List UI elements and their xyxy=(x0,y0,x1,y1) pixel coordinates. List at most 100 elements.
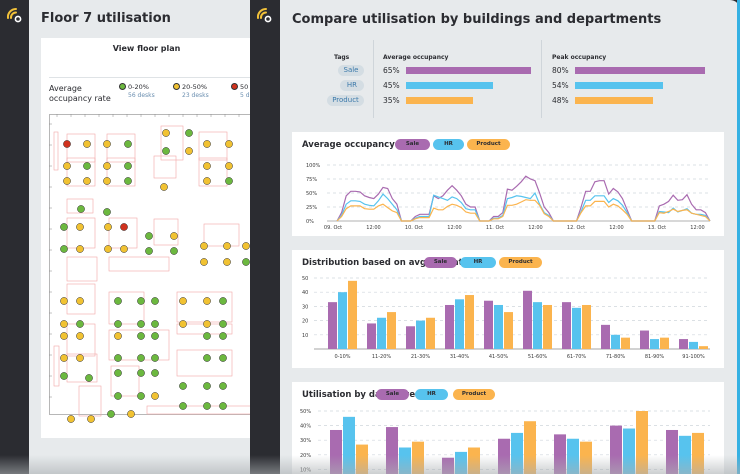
desk-occupancy-dot[interactable] xyxy=(170,232,178,240)
desk-occupancy-dot[interactable] xyxy=(120,245,128,253)
desk-occupancy-dot[interactable] xyxy=(151,332,159,340)
desk-occupancy-dot[interactable] xyxy=(114,332,122,340)
desk-occupancy-dot[interactable] xyxy=(63,177,71,185)
desk-occupancy-dot[interactable] xyxy=(76,354,84,362)
legend-sale[interactable]: Sale xyxy=(395,139,430,150)
desk-occupancy-dot[interactable] xyxy=(179,297,187,305)
desk-occupancy-dot[interactable] xyxy=(225,140,233,148)
desk-occupancy-dot[interactable] xyxy=(151,320,159,328)
desk-occupancy-dot[interactable] xyxy=(225,162,233,170)
desk-occupancy-dot[interactable] xyxy=(63,140,71,148)
desk-occupancy-dot[interactable] xyxy=(223,242,231,250)
desk-occupancy-dot[interactable] xyxy=(179,382,187,390)
desk-occupancy-dot[interactable] xyxy=(124,162,132,170)
desk-occupancy-dot[interactable] xyxy=(76,332,84,340)
desk-occupancy-dot[interactable] xyxy=(203,402,211,410)
desk-occupancy-dot[interactable] xyxy=(120,223,128,231)
desk-occupancy-dot[interactable] xyxy=(60,354,68,362)
desk-occupancy-dot[interactable] xyxy=(179,320,187,328)
wifi-signal-logo-icon[interactable] xyxy=(6,6,24,24)
desk-occupancy-dot[interactable] xyxy=(145,247,153,255)
desk-occupancy-dot[interactable] xyxy=(137,320,145,328)
view-floor-plan-link[interactable]: View floor plan xyxy=(112,44,181,53)
desk-occupancy-dot[interactable] xyxy=(103,140,111,148)
floor-plan-map[interactable] xyxy=(49,114,252,430)
desk-occupancy-dot[interactable] xyxy=(179,402,187,410)
desk-occupancy-dot[interactable] xyxy=(83,140,91,148)
desk-occupancy-dot[interactable] xyxy=(170,247,178,255)
desk-occupancy-dot[interactable] xyxy=(60,320,68,328)
desk-occupancy-dot[interactable] xyxy=(203,162,211,170)
tag-sale[interactable]: Sale xyxy=(338,65,364,76)
desk-occupancy-dot[interactable] xyxy=(114,297,122,305)
desk-occupancy-dot[interactable] xyxy=(60,332,68,340)
desk-occupancy-dot[interactable] xyxy=(137,392,145,400)
desk-occupancy-dot[interactable] xyxy=(145,232,153,240)
desk-occupancy-dot[interactable] xyxy=(151,297,159,305)
desk-occupancy-dot[interactable] xyxy=(203,382,211,390)
desk-occupancy-dot[interactable] xyxy=(103,162,111,170)
desk-occupancy-dot[interactable] xyxy=(85,374,93,382)
desk-occupancy-dot[interactable] xyxy=(185,147,193,155)
desk-occupancy-dot[interactable] xyxy=(83,177,91,185)
desk-occupancy-dot[interactable] xyxy=(114,320,122,328)
desk-occupancy-dot[interactable] xyxy=(83,162,91,170)
desk-occupancy-dot[interactable] xyxy=(107,410,115,418)
desk-occupancy-dot[interactable] xyxy=(104,223,112,231)
desk-occupancy-dot[interactable] xyxy=(185,129,193,137)
desk-occupancy-dot[interactable] xyxy=(60,297,68,305)
desk-occupancy-dot[interactable] xyxy=(225,177,233,185)
legend-hr[interactable]: HR xyxy=(433,139,464,150)
desk-occupancy-dot[interactable] xyxy=(77,205,85,213)
desk-occupancy-dot[interactable] xyxy=(114,392,122,400)
legend-sale[interactable]: Sale xyxy=(424,257,457,268)
desk-occupancy-dot[interactable] xyxy=(60,223,68,231)
desk-occupancy-dot[interactable] xyxy=(104,245,112,253)
desk-occupancy-dot[interactable] xyxy=(203,297,211,305)
desk-occupancy-dot[interactable] xyxy=(203,177,211,185)
desk-occupancy-dot[interactable] xyxy=(203,140,211,148)
desk-occupancy-dot[interactable] xyxy=(137,354,145,362)
tag-product[interactable]: Product xyxy=(327,95,364,106)
desk-occupancy-dot[interactable] xyxy=(219,297,227,305)
legend-sale[interactable]: Sale xyxy=(376,389,409,400)
desk-occupancy-dot[interactable] xyxy=(160,183,168,191)
desk-occupancy-dot[interactable] xyxy=(200,258,208,266)
desk-occupancy-dot[interactable] xyxy=(127,410,135,418)
legend-hr[interactable]: HR xyxy=(460,257,496,268)
legend-product[interactable]: Product xyxy=(453,389,495,400)
wifi-signal-logo-icon[interactable] xyxy=(256,6,274,24)
desk-occupancy-dot[interactable] xyxy=(114,369,122,377)
legend-product[interactable]: Product xyxy=(499,257,542,268)
desk-occupancy-dot[interactable] xyxy=(223,258,231,266)
desk-occupancy-dot[interactable] xyxy=(203,320,211,328)
legend-product[interactable]: Product xyxy=(467,139,510,150)
desk-occupancy-dot[interactable] xyxy=(76,245,84,253)
desk-occupancy-dot[interactable] xyxy=(60,372,68,380)
desk-occupancy-dot[interactable] xyxy=(162,147,170,155)
desk-occupancy-dot[interactable] xyxy=(151,369,159,377)
desk-occupancy-dot[interactable] xyxy=(76,320,84,328)
desk-occupancy-dot[interactable] xyxy=(219,402,227,410)
desk-occupancy-dot[interactable] xyxy=(103,177,111,185)
tag-hr[interactable]: HR xyxy=(340,80,364,91)
desk-occupancy-dot[interactable] xyxy=(76,297,84,305)
desk-occupancy-dot[interactable] xyxy=(242,258,250,266)
desk-occupancy-dot[interactable] xyxy=(162,129,170,137)
legend-hr[interactable]: HR xyxy=(415,389,448,400)
desk-occupancy-dot[interactable] xyxy=(151,354,159,362)
desk-occupancy-dot[interactable] xyxy=(63,162,71,170)
desk-occupancy-dot[interactable] xyxy=(219,354,227,362)
desk-occupancy-dot[interactable] xyxy=(67,415,75,423)
desk-occupancy-dot[interactable] xyxy=(60,245,68,253)
desk-occupancy-dot[interactable] xyxy=(137,332,145,340)
desk-occupancy-dot[interactable] xyxy=(114,354,122,362)
desk-occupancy-dot[interactable] xyxy=(137,297,145,305)
desk-occupancy-dot[interactable] xyxy=(151,392,159,400)
desk-occupancy-dot[interactable] xyxy=(219,320,227,328)
desk-occupancy-dot[interactable] xyxy=(242,242,250,250)
desk-occupancy-dot[interactable] xyxy=(124,140,132,148)
desk-occupancy-dot[interactable] xyxy=(219,382,227,390)
desk-occupancy-dot[interactable] xyxy=(219,332,227,340)
desk-occupancy-dot[interactable] xyxy=(203,332,211,340)
